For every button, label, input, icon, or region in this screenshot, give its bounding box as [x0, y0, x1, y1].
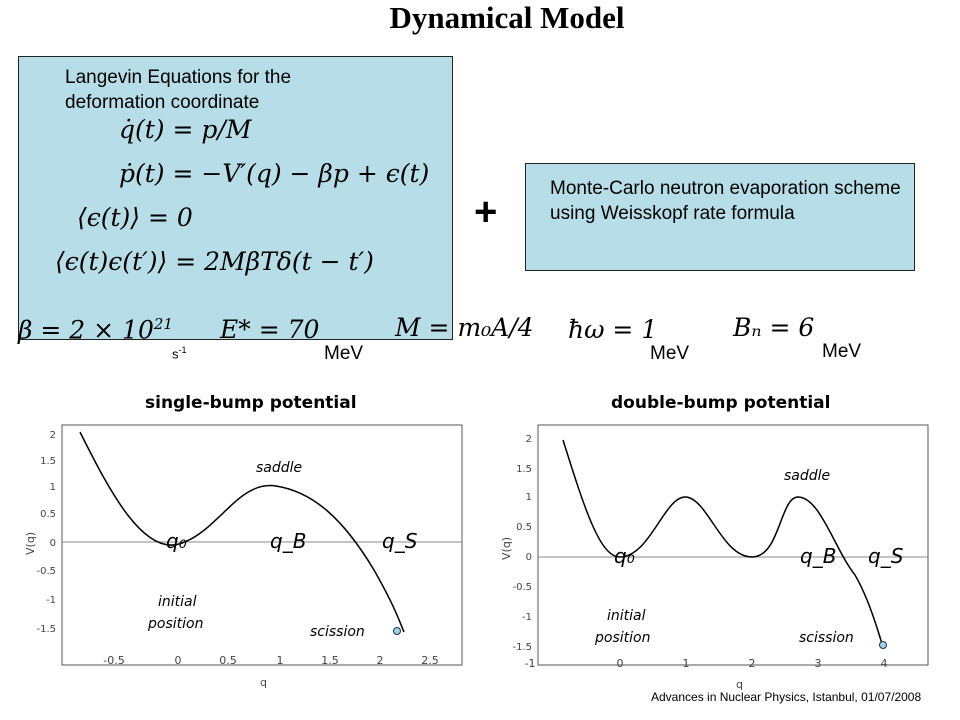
- y-axis-label: V(q): [24, 532, 37, 555]
- svg-text:-1.5: -1.5: [36, 624, 56, 635]
- svg-text:2.5: 2.5: [421, 654, 439, 667]
- equation-noise-mean: ⟨ϵ(t)⟩ = 0: [77, 203, 193, 232]
- qB-label: q_B: [270, 529, 306, 553]
- single-bump-title: single-bump potential: [145, 393, 357, 413]
- double-bump-plot: 2 1.5 1 0.5 0 -0.5 -1 -1.5 -1 0 1 2 3 4 …: [490, 420, 936, 692]
- scission-label: scission: [310, 624, 365, 640]
- qS-label: q_S: [382, 529, 418, 553]
- qS-label: q_S: [868, 544, 904, 568]
- svg-text:-1.5: -1.5: [512, 642, 532, 653]
- q0-label: q₀: [614, 544, 635, 568]
- svg-text:1: 1: [277, 654, 284, 667]
- mass-parameter: M = m₀A/4: [395, 313, 534, 342]
- monte-carlo-text: Monte-Carlo neutron evaporation scheme u…: [550, 178, 901, 224]
- position-label: position: [594, 630, 650, 646]
- bn-parameter: Bₙ = 6: [733, 313, 815, 342]
- equation-q-dot: q̇(t) = p/M: [119, 115, 252, 144]
- svg-text:0: 0: [175, 654, 182, 667]
- svg-text:-1: -1: [525, 657, 536, 670]
- x-axis-label: q: [260, 676, 267, 689]
- y-tick-labels: 2 1.5 1 0.5 0 -0.5 -1 -1.5: [512, 434, 532, 653]
- svg-text:1.5: 1.5: [40, 456, 56, 467]
- plot-frame: [61, 424, 463, 666]
- scission-label: scission: [799, 630, 854, 646]
- svg-text:0.5: 0.5: [516, 522, 532, 533]
- svg-text:-0.5: -0.5: [103, 654, 124, 667]
- potential-curve: [562, 439, 883, 645]
- svg-text:2: 2: [526, 434, 532, 445]
- svg-text:2: 2: [749, 657, 756, 670]
- equation-p-dot: ṗ(t) = −V′(q) − βp + ϵ(t): [119, 159, 430, 188]
- potential-curve: [79, 431, 405, 633]
- x-tick-labels: -1 0 1 2 3 4: [525, 657, 888, 670]
- equation-noise-correlation: ⟨ϵ(t)ϵ(t′)⟩ = 2MβTδ(t − t′): [55, 247, 374, 276]
- langevin-heading: Langevin Equations for the deformation c…: [65, 67, 292, 113]
- svg-text:1.5: 1.5: [321, 654, 339, 667]
- energy-parameter: E* = 70: [220, 315, 320, 344]
- svg-text:0: 0: [526, 552, 532, 563]
- initial-label: initial: [158, 594, 197, 610]
- svg-text:1: 1: [50, 482, 56, 493]
- saddle-label: saddle: [784, 468, 830, 484]
- q0-label: q₀: [166, 529, 187, 553]
- qB-label: q_B: [800, 544, 836, 568]
- energy-unit: MeV: [324, 343, 364, 364]
- beta-value: β = 2 × 10: [18, 315, 154, 345]
- single-bump-chart: 2 1.5 1 0.5 0 -0.5 -1 -1.5 -0.5 0 0.5 1 …: [24, 424, 463, 689]
- svg-text:0.5: 0.5: [40, 509, 56, 520]
- x-axis-label: q: [736, 678, 743, 691]
- single-bump-plot: 2 1.5 1 0.5 0 -0.5 -1 -1.5 -0.5 0 0.5 1 …: [14, 420, 470, 692]
- position-label: position: [147, 616, 203, 632]
- svg-text:0: 0: [617, 657, 624, 670]
- monte-carlo-box: Monte-Carlo neutron evaporation scheme u…: [525, 163, 915, 271]
- svg-text:0.5: 0.5: [219, 654, 237, 667]
- y-axis-label: V(q): [500, 537, 513, 560]
- svg-text:-1: -1: [46, 595, 56, 606]
- bn-unit: MeV: [822, 341, 862, 362]
- svg-text:0: 0: [50, 538, 56, 549]
- beta-parameter: β = 2 × 1021: [18, 315, 173, 344]
- svg-text:2: 2: [377, 654, 384, 667]
- svg-text:1.5: 1.5: [516, 464, 532, 475]
- svg-text:4: 4: [881, 657, 888, 670]
- svg-text:-0.5: -0.5: [512, 582, 532, 593]
- initial-label: initial: [607, 608, 646, 624]
- svg-text:1: 1: [683, 657, 690, 670]
- hbar-omega-unit: MeV: [650, 343, 690, 364]
- plus-sign: +: [474, 190, 498, 234]
- saddle-label: saddle: [256, 460, 302, 476]
- page-title: Dynamical Model: [389, 0, 625, 35]
- beta-exponent: 21: [153, 315, 173, 333]
- beta-unit: s-1: [172, 345, 187, 362]
- scission-marker: [879, 641, 887, 649]
- svg-text:-0.5: -0.5: [36, 566, 56, 577]
- double-bump-title: double-bump potential: [611, 393, 831, 413]
- double-bump-chart: 2 1.5 1 0.5 0 -0.5 -1 -1.5 -1 0 1 2 3 4 …: [500, 424, 929, 691]
- hbar-omega-parameter: ħω = 1: [568, 315, 658, 344]
- svg-text:2: 2: [50, 430, 56, 441]
- svg-text:-1: -1: [522, 612, 532, 623]
- langevin-box: Langevin Equations for the deformation c…: [18, 56, 453, 340]
- svg-text:1: 1: [526, 492, 532, 503]
- svg-text:3: 3: [815, 657, 822, 670]
- y-tick-labels: 2 1.5 1 0.5 0 -0.5 -1 -1.5: [36, 430, 56, 635]
- x-tick-labels: -0.5 0 0.5 1 1.5 2 2.5: [103, 654, 438, 667]
- scission-marker: [393, 627, 401, 635]
- footer-citation: Advances in Nuclear Physics, Istanbul, 0…: [651, 690, 922, 704]
